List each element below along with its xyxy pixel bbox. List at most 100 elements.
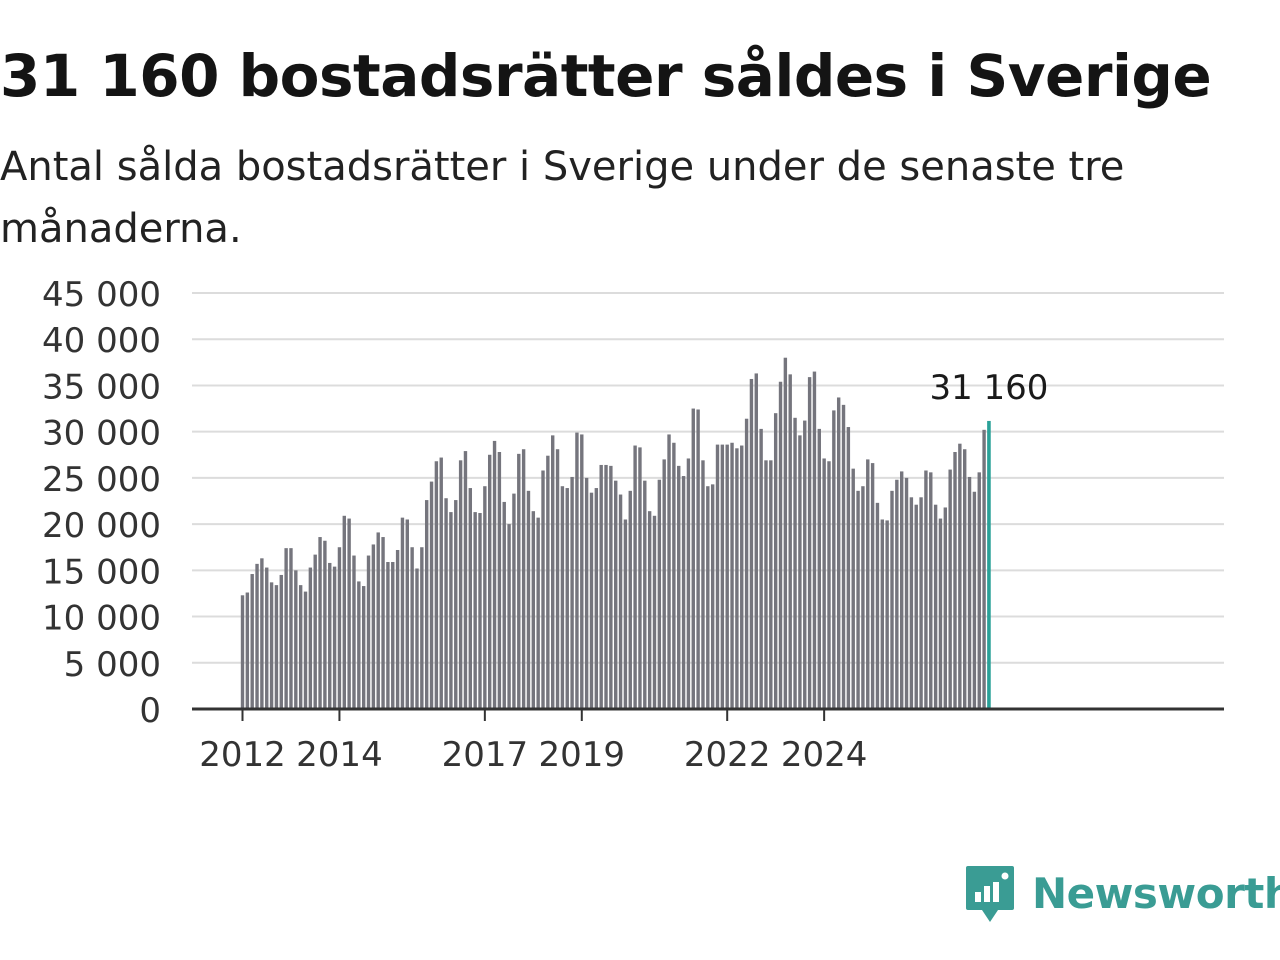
bar bbox=[943, 507, 948, 709]
bar-chart: 0 5 000 10 000 15 000 20 000 25 000 30 000 35 0… bbox=[42, 275, 1224, 775]
bar bbox=[551, 435, 555, 709]
bar bbox=[463, 451, 468, 709]
bar bbox=[255, 563, 259, 709]
bar bbox=[720, 444, 725, 709]
bar bbox=[395, 549, 400, 709]
bar bbox=[308, 567, 313, 709]
bar bbox=[332, 566, 337, 709]
bar bbox=[749, 378, 754, 709]
bar bbox=[827, 461, 831, 709]
bar bbox=[822, 458, 826, 709]
bar bbox=[284, 548, 288, 709]
bar bbox=[807, 377, 812, 709]
bar bbox=[546, 455, 550, 709]
bar bbox=[361, 586, 366, 709]
bar bbox=[933, 504, 938, 709]
bar bbox=[599, 464, 603, 709]
bar bbox=[570, 476, 574, 709]
bar bbox=[342, 515, 346, 709]
bar bbox=[924, 470, 928, 709]
bar bbox=[677, 465, 681, 709]
y-tick-label: 35 000 bbox=[42, 367, 161, 407]
bar bbox=[434, 461, 439, 709]
bar bbox=[609, 465, 613, 709]
bar bbox=[507, 524, 511, 709]
bar bbox=[303, 591, 308, 709]
bar bbox=[526, 490, 531, 709]
bar bbox=[856, 490, 860, 709]
bars-layer bbox=[240, 357, 991, 709]
bar bbox=[347, 518, 351, 709]
bar bbox=[836, 397, 841, 709]
bar bbox=[628, 490, 632, 709]
bar bbox=[410, 547, 414, 709]
bar bbox=[706, 486, 710, 709]
bar bbox=[357, 581, 361, 709]
bar bbox=[541, 470, 545, 709]
bar bbox=[555, 449, 560, 709]
bar bbox=[580, 434, 584, 709]
x-tick-label: 2017 bbox=[442, 735, 529, 775]
x-tick-label: 2012 bbox=[199, 735, 286, 775]
bar bbox=[294, 570, 298, 709]
bar bbox=[352, 555, 356, 709]
bar bbox=[512, 493, 516, 709]
bar bbox=[521, 449, 526, 709]
chart-subtitle: Antal sålda bostadsrätter i Sverige unde… bbox=[0, 144, 1125, 252]
bar bbox=[866, 459, 870, 709]
bar bbox=[386, 562, 390, 709]
bar bbox=[323, 540, 327, 709]
brand: Newsworthy bbox=[964, 864, 1280, 924]
bar bbox=[740, 445, 744, 709]
highlight-value-label: 31 160 bbox=[929, 368, 1048, 408]
bar bbox=[575, 432, 579, 709]
bar bbox=[870, 463, 875, 709]
bar bbox=[963, 449, 967, 709]
axis-layer bbox=[192, 707, 1224, 721]
x-tick-label: 2019 bbox=[539, 735, 626, 775]
bar bbox=[686, 458, 691, 709]
bar bbox=[938, 518, 943, 709]
bar bbox=[846, 427, 851, 709]
bar bbox=[899, 471, 904, 709]
bar bbox=[958, 443, 962, 709]
bar bbox=[318, 537, 322, 709]
bar bbox=[832, 410, 836, 709]
y-tick-label: 0 bbox=[139, 691, 161, 731]
bar bbox=[783, 357, 788, 709]
bar bbox=[681, 476, 686, 709]
bar bbox=[517, 453, 521, 709]
bar bbox=[487, 454, 492, 709]
bar bbox=[376, 532, 380, 709]
bar bbox=[667, 434, 671, 709]
bar bbox=[769, 460, 773, 709]
y-tick-label: 5 000 bbox=[64, 645, 161, 685]
bar bbox=[798, 435, 802, 709]
bar bbox=[313, 554, 317, 709]
x-tick-label: 2022 bbox=[684, 735, 771, 775]
bar bbox=[909, 497, 914, 709]
bar bbox=[754, 373, 758, 709]
bar bbox=[531, 511, 536, 709]
bar bbox=[560, 486, 565, 709]
bar bbox=[764, 460, 768, 709]
bar bbox=[458, 460, 463, 709]
bar bbox=[895, 479, 899, 709]
y-tick-label: 45 000 bbox=[42, 275, 161, 315]
bar bbox=[468, 488, 473, 709]
bar bbox=[730, 442, 734, 709]
bar bbox=[914, 504, 918, 709]
bar bbox=[245, 592, 250, 709]
bar bbox=[890, 490, 894, 709]
bar bbox=[366, 555, 371, 709]
bar bbox=[424, 500, 429, 709]
bar bbox=[449, 512, 453, 709]
bar bbox=[778, 381, 783, 709]
y-tick-label: 15 000 bbox=[42, 552, 161, 592]
bar bbox=[851, 468, 855, 709]
bar bbox=[643, 480, 647, 709]
bar bbox=[502, 501, 506, 709]
bar bbox=[483, 486, 487, 709]
bar bbox=[672, 442, 676, 709]
bar bbox=[904, 477, 909, 709]
